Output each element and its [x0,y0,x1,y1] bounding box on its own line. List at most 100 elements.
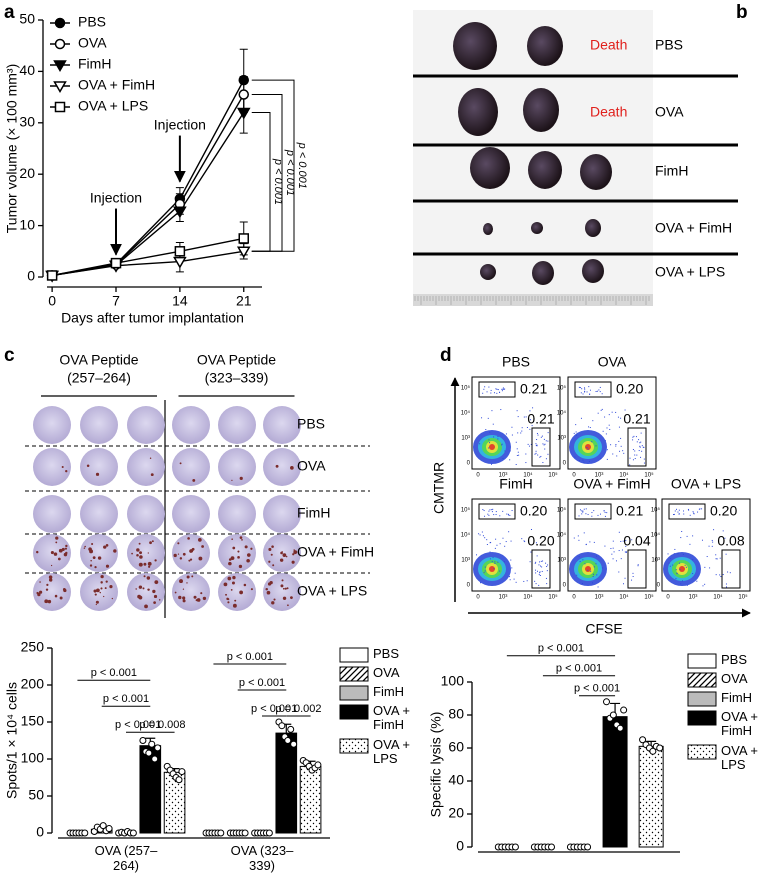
plate [218,495,256,533]
event [491,410,493,412]
gate-value: 0.20 [710,503,737,519]
event [595,563,597,565]
event [578,515,580,517]
marker [174,246,186,257]
event [483,510,485,512]
legend-label: OVA + FimH [721,710,758,738]
event [542,443,544,445]
event [638,439,640,441]
data-point [139,737,147,744]
event [598,389,600,391]
event [510,540,512,542]
event [692,511,694,513]
spot [94,566,97,569]
x-tick-label: 10³ [595,473,604,479]
event [585,513,587,515]
spot [136,548,140,552]
event [504,388,506,390]
y-tick-label: 100 [441,673,465,689]
event [591,441,593,443]
spot [182,599,186,603]
text-box: PBS [721,653,747,667]
data-point [603,698,610,706]
spot [100,574,104,579]
y-tick-label: 40 [19,62,35,78]
data-point [145,749,153,757]
event [640,441,642,443]
plate [218,448,256,486]
legend-swatch [687,653,717,669]
event [537,434,539,436]
event [482,392,484,394]
gate-value: 0.20 [616,381,643,397]
y-tick-label: 20 [19,165,35,181]
spot [144,604,148,609]
event [589,389,591,391]
event [580,417,582,419]
event [484,537,486,539]
event [484,570,486,572]
spot [246,558,250,563]
spot [292,553,295,556]
event [509,514,511,516]
event [573,432,575,434]
event [699,508,701,510]
event [535,542,537,544]
legend-label: PBS [78,14,106,30]
marker [46,270,58,281]
event [499,515,501,517]
event [518,454,520,456]
event [632,449,634,451]
event [608,424,610,426]
y-axis-label: Tumor volume (× 100 mm³) [4,64,20,233]
data-point [129,829,137,837]
p-value: p < 0.001 [239,677,285,689]
spot [286,587,289,590]
event [536,444,538,446]
event [534,580,536,582]
spot [55,541,58,544]
event [497,389,499,391]
plate [127,406,165,444]
event [715,574,717,576]
x-tick-label: 7 [112,293,120,309]
event [677,511,679,513]
event [527,443,529,445]
event [624,409,626,411]
spot [103,545,107,549]
event [592,576,594,578]
spot [143,575,146,578]
y-axis-label: Specific lysis (%) [428,712,444,818]
annotation: Injection [154,116,206,132]
event [575,424,577,426]
event [542,560,544,562]
event [582,559,584,561]
column-range: (257–264) [67,370,131,386]
spot [135,588,137,590]
legend-swatch [339,704,369,720]
event [618,426,620,428]
event [702,585,704,587]
event [597,412,599,414]
spot [280,584,284,588]
spot [47,599,52,604]
event [503,561,505,563]
legend-marker [54,101,66,113]
event [686,535,688,537]
spot [65,469,68,473]
plate [33,573,71,611]
event [641,450,643,452]
legend-label: OVA + LPS [373,738,410,766]
event [677,553,679,555]
spot [39,590,43,594]
event [534,562,536,564]
spot [62,588,66,591]
event [535,561,537,563]
event [576,574,578,576]
event [491,511,493,513]
spot [189,558,193,561]
text-box: FimH [721,691,752,705]
event [535,572,537,574]
event [607,562,609,564]
